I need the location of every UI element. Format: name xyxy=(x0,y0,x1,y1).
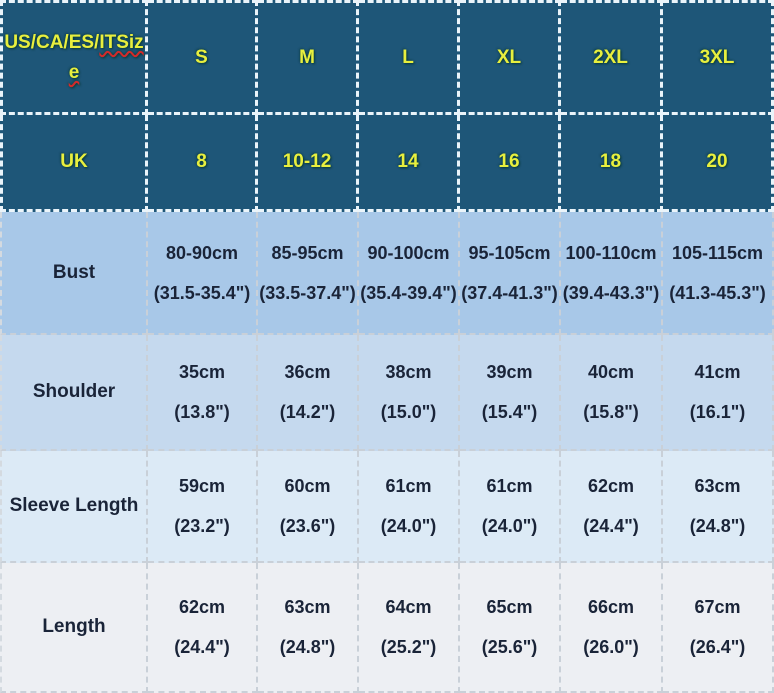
header-cell-size-3xl: 3XL xyxy=(663,0,774,115)
header-cell-uk-10-12: 10-12 xyxy=(258,115,359,212)
length-s-in: (24.4") xyxy=(174,637,230,657)
shoulder-xl-in: (15.4") xyxy=(481,402,538,422)
shoulder-xl-cm: 39cm xyxy=(486,362,533,382)
sleeve-s-cm: 59cm xyxy=(178,476,226,496)
header-cell-size-m: M xyxy=(258,0,359,115)
header-cell-uk-18: 18 xyxy=(561,115,663,212)
header-cell-size-s: S xyxy=(148,0,258,115)
cell-shoulder-l: 38cm (15.0") xyxy=(359,335,460,451)
bust-l-in: (35.4-39.4") xyxy=(360,282,457,303)
cell-bust-s: 80-90cm (31.5-35.4") xyxy=(148,212,258,335)
length-m-in: (24.8") xyxy=(279,637,336,657)
cell-sleeve-l: 61cm (24.0") xyxy=(359,451,460,563)
cell-bust-xl: 95-105cm (37.4-41.3") xyxy=(460,212,561,335)
cell-shoulder-xl: 39cm (15.4") xyxy=(460,335,561,451)
header-cell-uk-16: 16 xyxy=(460,115,561,212)
cell-length-m: 63cm (24.8") xyxy=(258,563,359,693)
cell-length-xl: 65cm (25.6") xyxy=(460,563,561,693)
header-cell-size-2xl: 2XL xyxy=(561,0,663,115)
length-2xl-cm: 66cm xyxy=(587,597,635,617)
cell-sleeve-xl: 61cm (24.0") xyxy=(460,451,561,563)
sleeve-l-cm: 61cm xyxy=(385,476,432,496)
sleeve-m-cm: 60cm xyxy=(284,476,331,496)
row-label-shoulder: Shoulder xyxy=(0,335,148,451)
sleeve-xl-cm: 61cm xyxy=(486,476,533,496)
cell-length-3xl: 67cm (26.4") xyxy=(663,563,774,693)
header-cell-size-l: L xyxy=(359,0,460,115)
header-cell-uk-14: 14 xyxy=(359,115,460,212)
length-xl-in: (25.6") xyxy=(481,637,538,657)
header-cell-size-xl: XL xyxy=(460,0,561,115)
shoulder-s-cm: 35cm xyxy=(178,362,226,382)
cell-length-s: 62cm (24.4") xyxy=(148,563,258,693)
bust-3xl-in: (41.3-45.3") xyxy=(669,282,766,303)
row-label-bust: Bust xyxy=(0,212,148,335)
row-label-sleeve-length: Sleeve Length xyxy=(0,451,148,563)
cell-shoulder-3xl: 41cm (16.1") xyxy=(663,335,774,451)
cell-sleeve-2xl: 62cm (24.4") xyxy=(561,451,663,563)
bust-s-cm: 80-90cm xyxy=(165,242,239,263)
shoulder-2xl-cm: 40cm xyxy=(587,362,635,382)
bust-m-in: (33.5-37.4") xyxy=(259,282,356,303)
cell-sleeve-m: 60cm (23.6") xyxy=(258,451,359,563)
length-m-cm: 63cm xyxy=(284,597,331,617)
sleeve-s-in: (23.2") xyxy=(174,516,230,536)
sleeve-l-in: (24.0") xyxy=(380,516,437,536)
shoulder-2xl-in: (15.8") xyxy=(583,402,639,422)
shoulder-m-in: (14.2") xyxy=(279,402,336,422)
length-3xl-in: (26.4") xyxy=(689,637,746,657)
length-l-cm: 64cm xyxy=(385,597,432,617)
sleeve-3xl-in: (24.8") xyxy=(689,516,746,536)
spellcheck-underline-word: ITSiz xyxy=(99,31,144,53)
header-cell-uk-8: 8 xyxy=(148,115,258,212)
cell-sleeve-3xl: 63cm (24.8") xyxy=(663,451,774,563)
cell-bust-3xl: 105-115cm (41.3-45.3") xyxy=(663,212,774,335)
size-system-label-prefix: US/CA/ES/ xyxy=(4,31,100,53)
bust-xl-in: (37.4-41.3") xyxy=(461,282,558,303)
cell-length-2xl: 66cm (26.0") xyxy=(561,563,663,693)
shoulder-3xl-in: (16.1") xyxy=(689,402,746,422)
shoulder-s-in: (13.8") xyxy=(174,402,230,422)
bust-2xl-in: (39.4-43.3") xyxy=(562,282,660,303)
sleeve-m-in: (23.6") xyxy=(279,516,336,536)
length-s-cm: 62cm xyxy=(178,597,226,617)
length-3xl-cm: 67cm xyxy=(694,597,741,617)
cell-shoulder-m: 36cm (14.2") xyxy=(258,335,359,451)
cell-sleeve-s: 59cm (23.2") xyxy=(148,451,258,563)
shoulder-m-cm: 36cm xyxy=(284,362,331,382)
length-l-in: (25.2") xyxy=(380,637,437,657)
sleeve-xl-in: (24.0") xyxy=(481,516,538,536)
bust-xl-cm: 95-105cm xyxy=(468,242,551,263)
row-label-length: Length xyxy=(0,563,148,693)
sleeve-2xl-cm: 62cm xyxy=(587,476,635,496)
cell-shoulder-2xl: 40cm (15.8") xyxy=(561,335,663,451)
shoulder-l-cm: 38cm xyxy=(385,362,432,382)
length-2xl-in: (26.0") xyxy=(583,637,639,657)
cell-shoulder-s: 35cm (13.8") xyxy=(148,335,258,451)
size-system-label-line1: US/CA/ES/ITSiz xyxy=(4,28,143,58)
header-cell-size-system: US/CA/ES/ITSiz e xyxy=(0,0,148,115)
cell-bust-l: 90-100cm (35.4-39.4") xyxy=(359,212,460,335)
shoulder-l-in: (15.0") xyxy=(380,402,437,422)
length-xl-cm: 65cm xyxy=(486,597,533,617)
sleeve-3xl-cm: 63cm xyxy=(694,476,741,496)
bust-3xl-cm: 105-115cm xyxy=(671,242,764,263)
cell-bust-m: 85-95cm (33.5-37.4") xyxy=(258,212,359,335)
header-cell-uk-label: UK xyxy=(0,115,148,212)
bust-m-cm: 85-95cm xyxy=(271,242,344,263)
shoulder-3xl-cm: 41cm xyxy=(694,362,741,382)
cell-length-l: 64cm (25.2") xyxy=(359,563,460,693)
bust-l-cm: 90-100cm xyxy=(367,242,450,263)
sleeve-2xl-in: (24.4") xyxy=(583,516,639,536)
header-cell-uk-20: 20 xyxy=(663,115,774,212)
bust-s-in: (31.5-35.4") xyxy=(153,282,251,303)
bust-2xl-cm: 100-110cm xyxy=(565,242,657,263)
cell-bust-2xl: 100-110cm (39.4-43.3") xyxy=(561,212,663,335)
size-system-label-line2: e xyxy=(68,61,80,83)
